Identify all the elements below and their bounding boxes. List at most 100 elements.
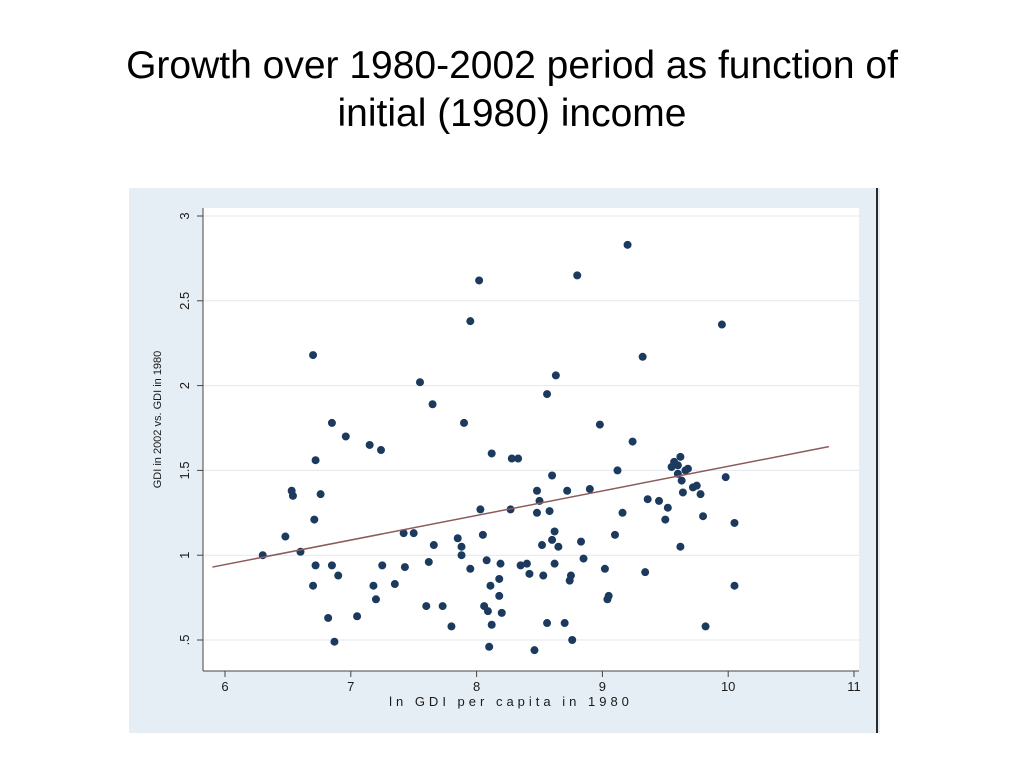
data-point-52 bbox=[497, 608, 506, 617]
data-point-81 bbox=[579, 554, 588, 563]
y-tick-label-1: 1 bbox=[177, 552, 192, 559]
data-point-20 bbox=[371, 595, 380, 604]
data-point-7 bbox=[310, 515, 319, 524]
gridlines bbox=[203, 215, 859, 641]
x-tick-label-3: 9 bbox=[599, 679, 606, 694]
data-point-14 bbox=[330, 637, 339, 646]
data-point-101 bbox=[673, 461, 682, 470]
data-point-88 bbox=[613, 466, 622, 475]
data-point-25 bbox=[400, 563, 409, 572]
data-point-116 bbox=[730, 581, 739, 590]
data-point-28 bbox=[422, 602, 431, 611]
y-tick-label-0: .5 bbox=[177, 635, 192, 646]
y-tick-label-4: 2.5 bbox=[177, 292, 192, 310]
data-point-110 bbox=[699, 512, 708, 521]
data-point-103 bbox=[677, 476, 686, 485]
data-point-9 bbox=[311, 561, 320, 570]
data-point-89 bbox=[618, 508, 627, 517]
x-tick-label-1: 7 bbox=[347, 679, 354, 694]
fit-line bbox=[212, 445, 829, 568]
data-point-69 bbox=[548, 471, 557, 480]
data-point-10 bbox=[316, 490, 325, 499]
data-point-90 bbox=[623, 240, 632, 249]
data-point-93 bbox=[641, 568, 650, 577]
data-point-24 bbox=[399, 529, 408, 538]
data-point-97 bbox=[663, 503, 672, 512]
data-point-34 bbox=[453, 534, 462, 543]
data-point-31 bbox=[429, 541, 438, 550]
data-point-70 bbox=[550, 527, 559, 536]
data-point-74 bbox=[560, 619, 569, 628]
data-point-23 bbox=[390, 580, 399, 589]
y-axis-label: GDI in 2002 vs. GDI in 1980 bbox=[152, 351, 164, 489]
data-point-41 bbox=[476, 505, 485, 514]
data-point-29 bbox=[424, 557, 433, 566]
data-point-33 bbox=[447, 622, 456, 631]
data-point-75 bbox=[563, 486, 572, 495]
data-point-117 bbox=[530, 646, 539, 655]
data-point-15 bbox=[334, 571, 343, 580]
data-point-77 bbox=[566, 571, 575, 580]
data-point-79 bbox=[573, 271, 582, 280]
data-point-86 bbox=[604, 591, 613, 600]
data-point-40 bbox=[475, 276, 484, 285]
x-tick-label-4: 10 bbox=[721, 679, 735, 694]
data-point-58 bbox=[522, 559, 531, 568]
data-point-109 bbox=[696, 490, 705, 499]
data-point-60 bbox=[532, 486, 541, 495]
scatter-chart: .5 1 1.5 2 2.5 3 6 7 8 9 10 11 ln GDI per capita i… bbox=[129, 188, 880, 733]
data-point-71 bbox=[551, 371, 560, 380]
data-point-17 bbox=[353, 612, 362, 621]
data-point-36 bbox=[457, 551, 466, 560]
data-point-5 bbox=[309, 351, 318, 360]
x-tick-label-5: 11 bbox=[847, 679, 861, 694]
data-point-115 bbox=[730, 518, 739, 527]
data-point-1 bbox=[281, 532, 290, 541]
data-point-83 bbox=[595, 420, 604, 429]
data-point-65 bbox=[543, 390, 552, 399]
data-point-56 bbox=[514, 454, 523, 463]
data-point-32 bbox=[438, 602, 447, 611]
data-point-57 bbox=[516, 561, 525, 570]
data-point-13 bbox=[327, 561, 336, 570]
scatter-chart-canvas: .5 1 1.5 2 2.5 3 6 7 8 9 10 11 ln GDI per capita i… bbox=[129, 188, 880, 733]
data-point-8 bbox=[309, 581, 318, 590]
y-axis-ticks: .5 1 1.5 2 2.5 3 bbox=[177, 212, 203, 645]
plot-area bbox=[203, 208, 859, 671]
data-point-50 bbox=[495, 574, 504, 583]
data-point-53 bbox=[485, 642, 494, 651]
data-point-48 bbox=[487, 620, 496, 629]
data-point-80 bbox=[577, 537, 586, 546]
data-point-39 bbox=[466, 564, 475, 573]
data-point-38 bbox=[466, 317, 475, 326]
data-point-21 bbox=[376, 446, 385, 455]
data-point-59 bbox=[525, 569, 534, 578]
data-point-26 bbox=[409, 529, 418, 538]
data-point-91 bbox=[628, 437, 637, 446]
data-point-95 bbox=[655, 496, 664, 505]
x-axis-label: ln GDI per capita in 1980 bbox=[389, 694, 633, 709]
data-point-42 bbox=[478, 530, 487, 539]
data-point-63 bbox=[538, 541, 547, 550]
y-tick-label-2: 1.5 bbox=[177, 461, 192, 479]
data-point-96 bbox=[661, 515, 670, 524]
data-point-78 bbox=[568, 636, 577, 644]
data-point-68 bbox=[548, 535, 557, 544]
data-point-49 bbox=[495, 591, 504, 600]
data-point-18 bbox=[365, 440, 374, 449]
data-point-35 bbox=[457, 542, 466, 551]
data-point-82 bbox=[585, 485, 594, 494]
data-point-22 bbox=[378, 561, 387, 570]
x-tick-label-0: 6 bbox=[221, 679, 228, 694]
y-tick-label-5: 3 bbox=[177, 212, 192, 219]
data-point-27 bbox=[415, 378, 424, 387]
data-point-47 bbox=[487, 449, 496, 458]
data-point-37 bbox=[460, 418, 469, 427]
data-point-112 bbox=[676, 542, 685, 551]
data-point-45 bbox=[483, 607, 492, 616]
data-point-111 bbox=[701, 622, 710, 631]
slide-title-line-1: Growth over 1980-2002 period as function… bbox=[126, 44, 898, 87]
data-point-102 bbox=[676, 452, 685, 461]
data-point-30 bbox=[428, 400, 437, 409]
data-point-55 bbox=[507, 454, 516, 463]
